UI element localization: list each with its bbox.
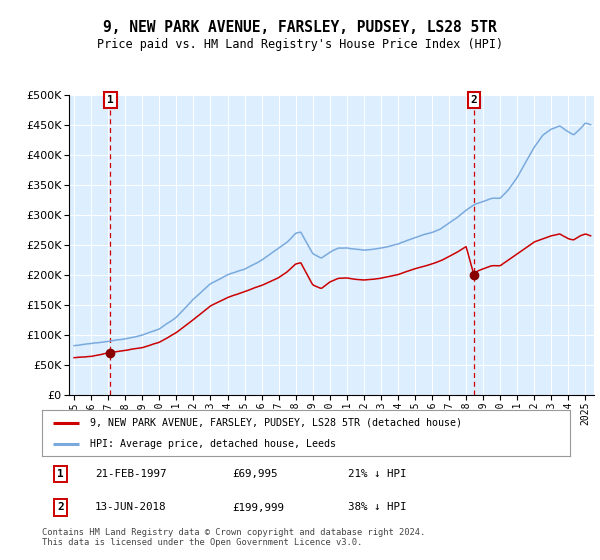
Text: £69,995: £69,995 (232, 469, 278, 479)
Text: 21-FEB-1997: 21-FEB-1997 (95, 469, 166, 479)
Text: 38% ↓ HPI: 38% ↓ HPI (348, 502, 407, 512)
Text: 2: 2 (57, 502, 64, 512)
Text: HPI: Average price, detached house, Leeds: HPI: Average price, detached house, Leed… (89, 439, 335, 449)
Text: Contains HM Land Registry data © Crown copyright and database right 2024.
This d: Contains HM Land Registry data © Crown c… (42, 528, 425, 547)
Text: 9, NEW PARK AVENUE, FARSLEY, PUDSEY, LS28 5TR (detached house): 9, NEW PARK AVENUE, FARSLEY, PUDSEY, LS2… (89, 418, 461, 428)
Text: 2: 2 (470, 95, 477, 105)
Text: 13-JUN-2018: 13-JUN-2018 (95, 502, 166, 512)
Text: 9, NEW PARK AVENUE, FARSLEY, PUDSEY, LS28 5TR: 9, NEW PARK AVENUE, FARSLEY, PUDSEY, LS2… (103, 20, 497, 35)
Text: 21% ↓ HPI: 21% ↓ HPI (348, 469, 407, 479)
Text: 1: 1 (107, 95, 114, 105)
Text: 1: 1 (57, 469, 64, 479)
Text: Price paid vs. HM Land Registry's House Price Index (HPI): Price paid vs. HM Land Registry's House … (97, 38, 503, 51)
Text: £199,999: £199,999 (232, 502, 284, 512)
